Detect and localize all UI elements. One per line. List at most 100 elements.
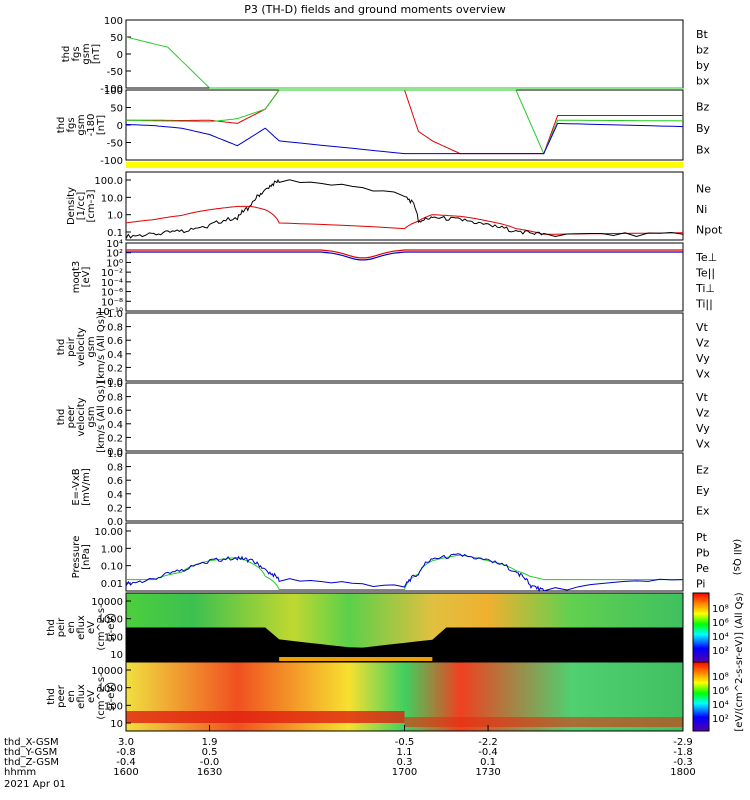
y-tick-label: 100	[104, 632, 123, 643]
y-tick-label: 10000	[91, 597, 123, 608]
temp-series-line	[126, 249, 683, 259]
colorbar-tick: 10⁴	[712, 700, 729, 711]
y-label-line: eV	[86, 621, 97, 634]
y-tick-label: 100	[104, 701, 123, 712]
colorbar-tick: 10⁶	[712, 686, 729, 697]
y-tick-label: 10	[110, 719, 123, 730]
y-label-line: eV	[86, 690, 97, 703]
legend-vx: Vx	[696, 437, 711, 450]
y-tick-label: 100.0	[94, 176, 123, 187]
x-row-value: 1600	[113, 767, 138, 778]
temp-lines	[126, 249, 683, 261]
colorbar: 10⁸ 10⁶ 10⁴ 10² 10⁸ 10⁶ 10⁴ 10² [eV/(cm^2-s-sr-e…	[692, 592, 745, 732]
y-tick-label: 0	[117, 121, 123, 132]
x-row-value: 0.3	[397, 757, 413, 768]
series-bx	[125, 122, 684, 155]
colorbar-tick: 10²	[712, 646, 729, 657]
y-tick-label: 1000	[98, 615, 123, 626]
y-tick-label: 10²	[106, 249, 123, 260]
y-label-line: velocity	[76, 397, 87, 436]
chart-density	[125, 178, 684, 239]
y-tick-label: 10⁻¹⁰	[97, 307, 123, 318]
y-tick-label: 0.10	[101, 562, 123, 573]
colorbar-bottom	[692, 661, 710, 732]
y-label-line: en	[66, 690, 77, 703]
legend-pt: Pt	[696, 531, 708, 544]
y-tick-label: 0.8	[107, 323, 123, 334]
y-tick-label: 1.0	[107, 309, 123, 320]
legend-ti||: Ti||	[695, 297, 713, 310]
y-label-line: eflux	[76, 684, 87, 709]
series-ni	[125, 178, 684, 239]
x-row-value: -0.8	[116, 747, 136, 758]
legend-vx: Vx	[696, 367, 711, 380]
y-tick-label: 1.0	[107, 449, 123, 460]
legend-npot: Npot	[696, 224, 723, 237]
y-label-line: thd	[61, 46, 72, 63]
y-tick-label: 0.6	[107, 336, 123, 347]
x-row-value: -0.3	[673, 757, 693, 768]
y-tick-label: 0.01	[101, 579, 123, 590]
y-axis-label: thd peer velocity gsm [km/s (All Qs)]	[56, 381, 107, 453]
y-tick-label: 50	[110, 33, 123, 44]
spec-black-region	[126, 627, 683, 662]
y-label-line: fgs	[71, 46, 82, 61]
y-tick-label: 50	[110, 104, 123, 115]
y-label-line: -180	[86, 114, 97, 137]
legend-ey: Ey	[696, 484, 710, 497]
spec-red-band-2	[404, 717, 683, 727]
y-label-line: peir	[66, 336, 77, 356]
colorbar-tick: 10⁸	[712, 672, 729, 683]
x-row-value: -2.9	[673, 737, 693, 748]
legend-bx: Bx	[696, 143, 711, 156]
y-label-line: en	[66, 621, 77, 634]
y-label-line: velocity	[76, 327, 87, 366]
legend-ex: Ex	[696, 505, 710, 518]
y-tick-label: 0.4	[107, 350, 123, 361]
legend-ti⊥: Ti⊥	[695, 282, 715, 295]
y-tick-label: 0.1	[107, 228, 123, 239]
spec-orange-band	[279, 657, 433, 661]
panel-fgs: 100 50 0 -50 -100 thd fgs gsm [nT] Bt bz by bx	[61, 16, 710, 95]
y-label-line: thd	[46, 688, 57, 705]
panel-frame	[125, 312, 684, 382]
y-label-line: Pressure	[71, 536, 82, 579]
y-label-line: moqt3	[71, 261, 82, 294]
colorbar-label: [eV/(cm^2-s-sr-eV)] (All Qs)	[734, 592, 745, 731]
y-tick-label: 1.00	[101, 544, 123, 555]
y-label-line: [nT]	[96, 115, 107, 135]
panel-frame	[125, 242, 684, 312]
colorbar-tick: 10⁸	[712, 604, 729, 615]
y-tick-label: 0.0	[107, 517, 123, 528]
panel-density: 100.0 10.0 1.0 0.1 Density [1/cc] [cm-3] Ne Ni Np…	[66, 171, 723, 241]
data-coverage-strip	[126, 162, 683, 168]
y-tick-label: 100	[104, 86, 123, 97]
x-row-value: -0.4	[478, 747, 498, 758]
legend-ni: Ni	[696, 203, 707, 216]
legend-ne: Ne	[696, 182, 711, 195]
colorbar-top	[692, 592, 710, 663]
x-row-value: 0.1	[480, 757, 496, 768]
legend-bt: Bt	[696, 28, 709, 41]
y-tick-label: 0.6	[107, 476, 123, 487]
y-label-line: gsm	[81, 43, 92, 64]
y-tick-label: 100	[104, 16, 123, 27]
y-label-line: [nPa]	[81, 544, 92, 570]
legend-vt: Vt	[696, 391, 709, 404]
y-label-line: thd	[46, 619, 57, 636]
legend-vz: Vz	[696, 406, 710, 419]
x-row-value: -0.0	[200, 757, 220, 768]
y-label-line: [nT]	[91, 44, 102, 64]
y-label-line: peer	[56, 684, 67, 708]
x-row-value: 1.9	[202, 737, 218, 748]
legend-te||: Te||	[695, 266, 715, 279]
y-tick-label: -100	[100, 156, 123, 167]
y-label-line: sr-eV)	[106, 682, 117, 711]
temp-series-line	[126, 251, 683, 261]
y-label-line: [km/s (All Qs)]	[96, 381, 107, 453]
legend-vt: Vt	[696, 321, 709, 334]
panel-efield: 1.0 0.8 0.6 0.4 0.2 0.0 E=-VxB [mV/m] Ez Ey Ex	[71, 449, 710, 528]
